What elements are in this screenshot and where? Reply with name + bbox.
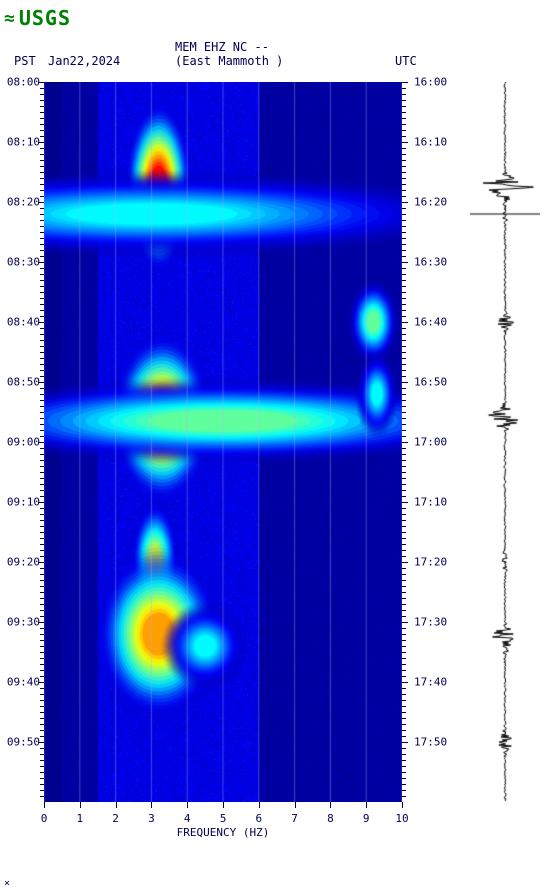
- ytick-right: 16:00: [414, 76, 447, 89]
- ytick-right: 17:30: [414, 616, 447, 629]
- usgs-logo: ≈ USGS: [4, 6, 71, 30]
- xtick: 10: [395, 812, 408, 825]
- spectrogram-canvas: [44, 82, 402, 802]
- x-axis-label: FREQUENCY (HZ): [177, 826, 270, 839]
- ytick-left: 08:40: [7, 316, 40, 329]
- logo-text: USGS: [19, 6, 71, 30]
- ytick-right: 17:20: [414, 556, 447, 569]
- ytick-right: 17:10: [414, 496, 447, 509]
- xtick: 0: [41, 812, 48, 825]
- ytick-right: 17:40: [414, 676, 447, 689]
- spectrogram-plot: [44, 82, 402, 802]
- x-axis: FREQUENCY (HZ) 012345678910: [44, 802, 402, 842]
- station-code: MEM EHZ NC --: [175, 40, 269, 54]
- seismogram-plot: [470, 82, 540, 802]
- ytick-left: 08:30: [7, 256, 40, 269]
- pst-label: PST: [14, 54, 36, 68]
- logo-wave-icon: ≈: [4, 8, 15, 29]
- ytick-left: 08:00: [7, 76, 40, 89]
- ytick-left: 09:30: [7, 616, 40, 629]
- ytick-left: 09:20: [7, 556, 40, 569]
- ytick-right: 17:00: [414, 436, 447, 449]
- ytick-right: 17:50: [414, 736, 447, 749]
- xtick: 2: [112, 812, 119, 825]
- ytick-right: 16:30: [414, 256, 447, 269]
- xtick: 3: [148, 812, 155, 825]
- y-axis-left: 08:0008:1008:2008:3008:4008:5009:0009:10…: [0, 82, 44, 802]
- ytick-left: 08:20: [7, 196, 40, 209]
- ytick-right: 16:40: [414, 316, 447, 329]
- station-location: (East Mammoth ): [175, 54, 283, 68]
- xtick: 5: [220, 812, 227, 825]
- xtick: 6: [255, 812, 262, 825]
- xtick: 9: [363, 812, 370, 825]
- ytick-left: 09:00: [7, 436, 40, 449]
- date-label: Jan22,2024: [48, 54, 120, 68]
- ytick-left: 09:10: [7, 496, 40, 509]
- xtick: 1: [76, 812, 83, 825]
- xtick: 7: [291, 812, 298, 825]
- ytick-right: 16:50: [414, 376, 447, 389]
- ytick-left: 08:50: [7, 376, 40, 389]
- ytick-right: 16:20: [414, 196, 447, 209]
- ytick-left: 09:40: [7, 676, 40, 689]
- corner-mark: ×: [4, 878, 10, 889]
- ytick-right: 16:10: [414, 136, 447, 149]
- ytick-left: 09:50: [7, 736, 40, 749]
- xtick: 4: [184, 812, 191, 825]
- ytick-left: 08:10: [7, 136, 40, 149]
- seismogram-canvas: [470, 82, 540, 802]
- y-axis-right: 16:0016:1016:2016:3016:4016:5017:0017:10…: [402, 82, 462, 802]
- xtick: 8: [327, 812, 334, 825]
- utc-label: UTC: [395, 54, 417, 68]
